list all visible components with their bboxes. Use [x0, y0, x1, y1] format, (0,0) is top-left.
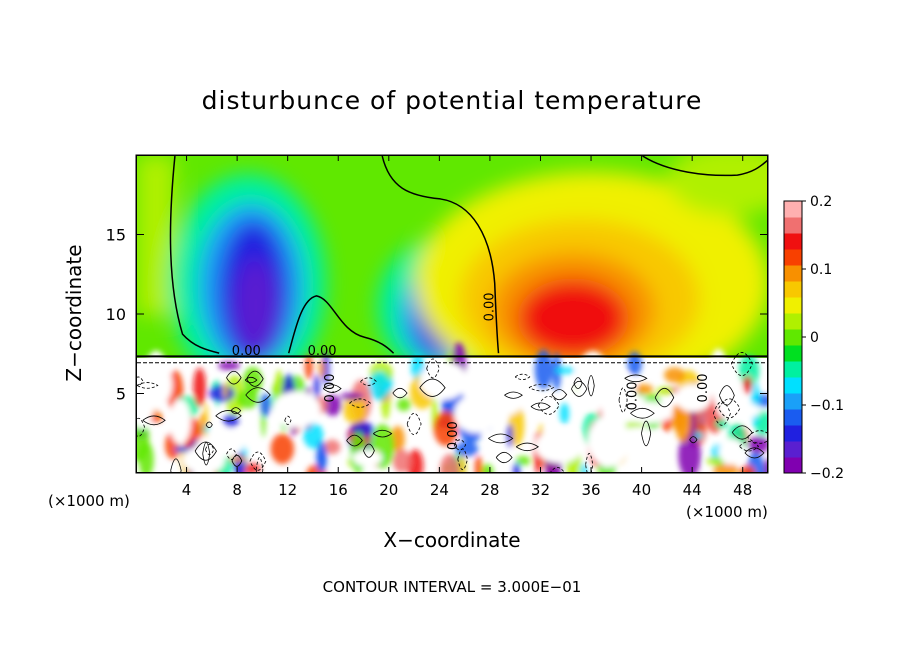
x-tick-label: 20	[379, 481, 398, 499]
lower-layer-cell	[199, 412, 205, 435]
x-tick-label: 16	[329, 481, 348, 499]
x-tick-label: 40	[632, 481, 651, 499]
x-tick-label: 48	[733, 481, 752, 499]
colorbar: 0.2 0.1 0 −0.1 −0.2	[783, 194, 844, 482]
colorbar-swatch	[784, 281, 802, 298]
contour-label: 0.00	[696, 373, 711, 402]
lower-layer-cell	[193, 367, 207, 407]
x-unit-right: (×1000 m)	[686, 503, 768, 521]
x-axis-label: X−coordinate	[383, 528, 521, 552]
x-tick-label: 36	[581, 481, 600, 499]
colorbar-label: 0	[810, 330, 819, 346]
lower-layer-clear	[712, 372, 742, 415]
lower-layer-cell	[392, 449, 411, 472]
colorbar-swatch	[784, 201, 802, 218]
contour-label: 0.00	[323, 373, 338, 402]
colorbar-frame	[783, 200, 803, 474]
lower-layer-cell	[396, 398, 411, 412]
lower-layer-cell	[350, 421, 374, 437]
lower-layer-cell	[316, 440, 327, 472]
lower-layer-clear	[272, 391, 321, 428]
colorbar-swatch	[784, 393, 802, 410]
contour-label: 0.00	[232, 344, 261, 359]
colorbar-swatch	[784, 409, 802, 426]
field-patch	[137, 156, 175, 315]
x-tick-label: 8	[232, 481, 242, 499]
colorbar-label: 0.2	[810, 194, 832, 210]
colorbar-swatch	[784, 361, 802, 378]
lower-layer-cell	[714, 419, 729, 429]
lower-layer-clear	[719, 438, 745, 465]
lower-layer-clear	[482, 361, 528, 416]
colorbar-swatch	[784, 249, 802, 266]
lower-layer-clear	[535, 429, 583, 464]
contour-label: 0.00	[482, 292, 497, 321]
colorbar-swatch	[784, 377, 802, 394]
y-tick-label: 10	[106, 305, 126, 324]
y-axis-label: Z−coordinate	[62, 244, 86, 382]
colorbar-label: 0.1	[810, 262, 832, 278]
x-tick-label: 28	[480, 481, 499, 499]
contour-label: 0.00	[625, 381, 640, 410]
lower-layer-cell	[559, 403, 570, 424]
colorbar-swatch	[784, 329, 802, 346]
contour-interval-note: CONTOUR INTERVAL = 3.000E−01	[322, 578, 582, 596]
colorbar-swatch	[784, 313, 802, 330]
lower-layer-cell	[270, 433, 295, 464]
contour-label: 0.00	[446, 421, 461, 450]
colorbar-swatch	[784, 297, 802, 314]
x-tick-label: 32	[531, 481, 550, 499]
contour-label: 0.00	[308, 344, 337, 359]
colorbar-swatch	[784, 425, 802, 442]
x-tick-label: 4	[182, 481, 192, 499]
lower-layer-cell	[664, 367, 685, 383]
colorbar-swatch	[784, 441, 802, 458]
heatmap-field: 0.00 0.00 0.00 0.00 0.00 0.00 0.00	[137, 156, 767, 472]
lower-layer-cell	[313, 374, 320, 401]
colorbar-label: −0.1	[810, 398, 844, 414]
lower-layer-cell	[742, 376, 753, 395]
colorbar-label: −0.2	[810, 466, 844, 482]
colorbar-swatch	[784, 345, 802, 362]
lower-layer-cell	[368, 371, 391, 401]
lower-layer	[137, 342, 767, 472]
y-tick-label: 15	[106, 226, 126, 245]
colorbar-swatch	[784, 217, 802, 234]
lower-layer-cell	[260, 393, 272, 417]
lower-layer-clear	[169, 399, 191, 445]
colorbar-swatch	[784, 233, 802, 250]
lower-layer-cell	[223, 382, 228, 399]
lower-layer-cell	[209, 384, 235, 402]
chart-title: disturbunce of potential temperature	[201, 86, 703, 115]
y-tick-label: 5	[116, 385, 126, 404]
field-plume	[234, 259, 278, 355]
x-unit-left: (×1000 m)	[48, 492, 130, 510]
plot-area: 0.00 0.00 0.00 0.00 0.00 0.00 0.00	[136, 155, 768, 473]
colorbar-swatch	[784, 457, 802, 474]
x-tick-label: 44	[683, 481, 702, 499]
lower-layer-clear	[352, 449, 383, 467]
x-tick-label: 12	[278, 481, 297, 499]
lower-layer-cell	[554, 367, 576, 375]
field-warm	[517, 278, 629, 358]
colorbar-swatch	[784, 265, 802, 282]
lower-layer-clear	[616, 427, 662, 453]
lower-layer-clear	[596, 423, 617, 468]
x-tick-label: 24	[430, 481, 449, 499]
